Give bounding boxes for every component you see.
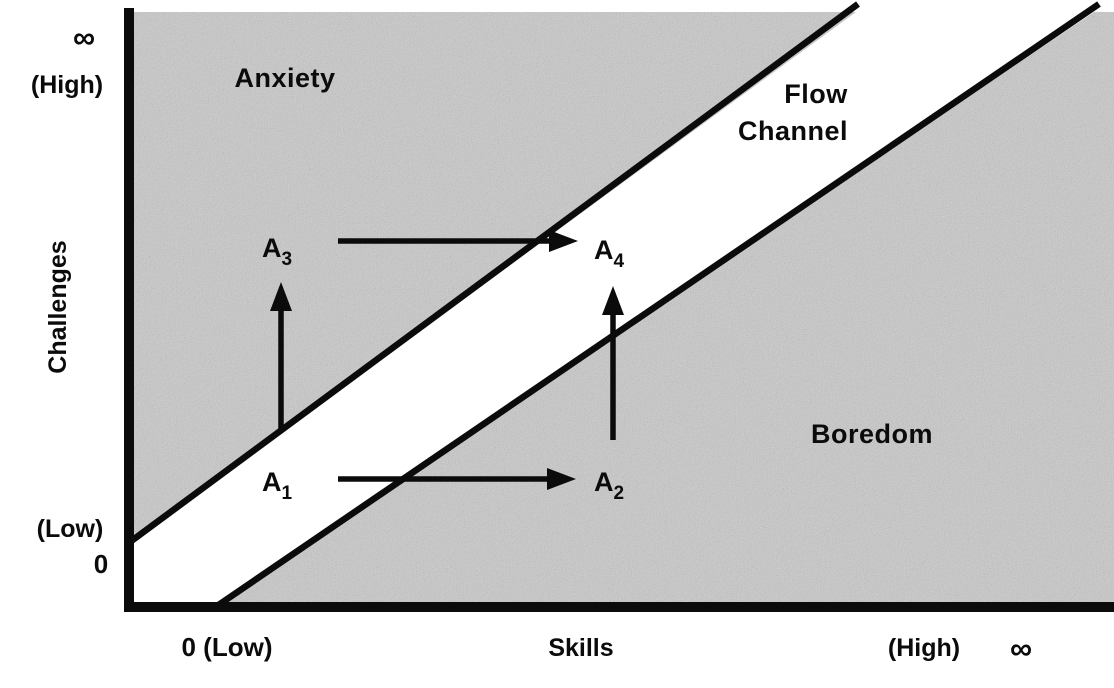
y-axis-low-label: (Low) <box>37 515 104 543</box>
arrowhead-right-icon <box>549 230 578 252</box>
arrow-a1-to-a2 <box>338 468 576 490</box>
y-axis-zero-label: 0 <box>94 549 108 579</box>
arrow-a2-to-a4 <box>602 286 624 440</box>
arrow-a1-to-a3 <box>270 282 292 432</box>
point-a1-letter: A <box>262 467 282 497</box>
lower-channel-boundary-line <box>212 1 1101 611</box>
region-label-flow-line1: Flow <box>784 79 848 109</box>
point-a1-subscript: 1 <box>282 483 293 504</box>
x-axis-origin-label: 0 (Low) <box>182 632 273 662</box>
point-label-a1: A1 <box>262 467 293 504</box>
point-label-a4: A4 <box>594 235 625 272</box>
point-label-a3: A3 <box>262 233 292 270</box>
x-axis-infinity-label: ∞ <box>1010 631 1032 666</box>
region-label-boredom: Boredom <box>811 419 933 449</box>
region-label-anxiety: Anxiety <box>234 63 335 93</box>
point-label-a2: A2 <box>594 467 624 504</box>
y-axis-high-label: (High) <box>31 71 103 99</box>
x-axis-high-label: (High) <box>888 634 960 662</box>
point-a4-subscript: 4 <box>614 251 625 272</box>
arrowhead-right-icon <box>547 468 576 490</box>
y-axis-title: Challenges <box>44 240 72 373</box>
x-axis-title: Skills <box>548 634 613 662</box>
point-a2-subscript: 2 <box>614 483 625 504</box>
point-a3-letter: A <box>262 233 282 263</box>
point-a4-letter: A <box>594 235 614 265</box>
arrowhead-up-icon <box>602 286 624 315</box>
upper-channel-boundary-line <box>128 1 860 545</box>
y-axis-infinity-label: ∞ <box>73 20 95 55</box>
arrowhead-up-icon <box>270 282 292 311</box>
point-a2-letter: A <box>594 467 614 497</box>
region-label-flow-line2: Channel <box>738 116 848 146</box>
arrow-a3-to-a4 <box>338 230 578 252</box>
point-a3-subscript: 3 <box>282 249 293 270</box>
